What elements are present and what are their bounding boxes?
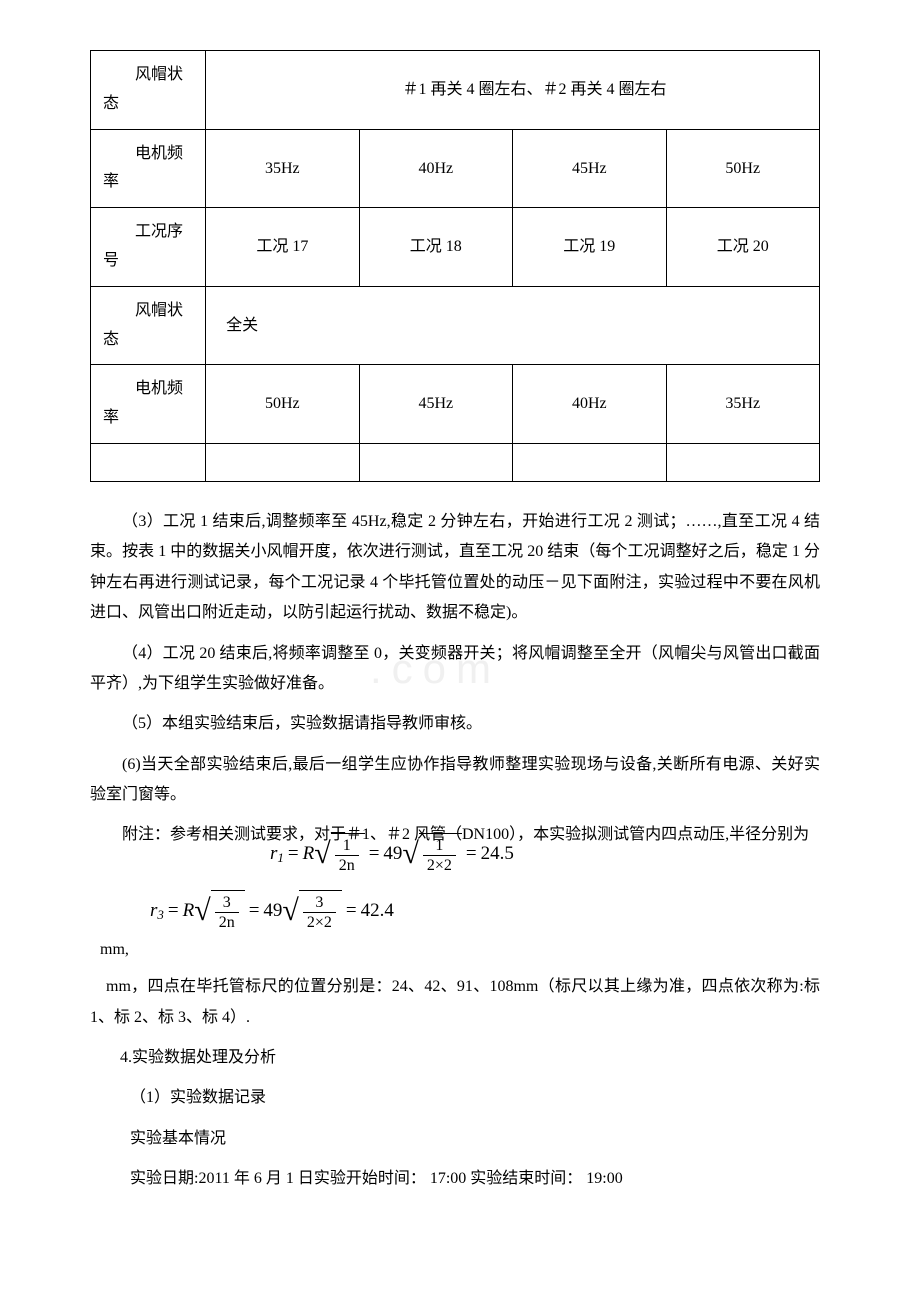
table-row: 电机频率 50Hz 45Hz 40Hz 35Hz (91, 365, 820, 444)
empty-cell (206, 443, 359, 481)
merged-cell: 全关 (206, 286, 820, 365)
sub-2: 实验基本情况 (130, 1124, 820, 1154)
f2-den2: 2×2 (303, 912, 336, 932)
paragraph-4: （4）工况 20 结束后,将频率调整至 0，关变频器开关；将风帽调整至全开（风帽… (90, 639, 820, 700)
sub-1: （1）实验数据记录 (130, 1083, 820, 1113)
mm-label-1: mm, (100, 937, 820, 963)
f2-den1: 2n (215, 912, 239, 932)
empty-cell (513, 443, 666, 481)
f1-num1: 1 (339, 836, 355, 855)
sub-3: 实验日期:2011 年 6 月 1 日实验开始时间： 17:00 实验结束时间：… (130, 1164, 820, 1194)
f1-result: 24.5 (481, 839, 514, 869)
data-cell: 40Hz (359, 129, 512, 208)
f1-sub: 1 (277, 848, 284, 869)
row-label: 工况序号 (91, 208, 206, 287)
formula-2: r3 = R √32n = 49 √32×2 = 42.4 (150, 890, 394, 932)
data-cell: 35Hz (666, 365, 820, 444)
data-cell: 工况 18 (359, 208, 512, 287)
f2-num1: 3 (219, 893, 235, 912)
f1-var: r (270, 839, 277, 869)
f2-sub: 3 (157, 905, 164, 926)
data-cell: 50Hz (666, 129, 820, 208)
section-4-heading: 4.实验数据处理及分析 (120, 1043, 820, 1073)
f1-num2: 1 (431, 836, 447, 855)
f2-R: R (183, 896, 195, 926)
f2-mid: 49 (263, 896, 282, 926)
empty-cell (91, 443, 206, 481)
formula-2-row: r3 = R √32n = 49 √32×2 = 42.4 (90, 890, 820, 932)
f2-result: 42.4 (361, 896, 394, 926)
data-cell: 45Hz (513, 129, 666, 208)
empty-cell (359, 443, 512, 481)
data-cell: 35Hz (206, 129, 359, 208)
table-row: 工况序号 工况 17 工况 18 工况 19 工况 20 (91, 208, 820, 287)
f1-R: R (303, 839, 315, 869)
row-label: 风帽状态 (91, 286, 206, 365)
data-cell: 工况 20 (666, 208, 820, 287)
table-row (91, 443, 820, 481)
merged-cell: ＃1 再关 4 圈左右、＃2 再关 4 圈左右 (206, 51, 820, 130)
row-label: 电机频率 (91, 129, 206, 208)
f1-den2: 2×2 (423, 855, 456, 875)
empty-cell (666, 443, 820, 481)
data-cell: 45Hz (359, 365, 512, 444)
table-row: 风帽状态 ＃1 再关 4 圈左右、＃2 再关 4 圈左右 (91, 51, 820, 130)
paragraph-3: （3）工况 1 结束后,调整频率至 45Hz,稳定 2 分钟左右，开始进行工况 … (90, 507, 820, 629)
row-label: 电机频率 (91, 365, 206, 444)
table-row: 风帽状态 全关 (91, 286, 820, 365)
row-label: 风帽状态 (91, 51, 206, 130)
f2-num2: 3 (311, 893, 327, 912)
paragraph-5: （5）本组实验结束后，实验数据请指导教师审核。 (90, 709, 820, 739)
experiment-table: 风帽状态 ＃1 再关 4 圈左右、＃2 再关 4 圈左右 电机频率 35Hz 4… (90, 50, 820, 482)
data-cell: 工况 19 (513, 208, 666, 287)
paragraph-6: (6)当天全部实验结束后,最后一组学生应协作指导教师整理实验现场与设备,关断所有… (90, 750, 820, 811)
data-cell: 50Hz (206, 365, 359, 444)
f1-den1: 2n (335, 855, 359, 875)
note-suffix: mm，四点在毕托管标尺的位置分别是：24、42、91、108mm（标尺以其上缘为… (90, 972, 820, 1033)
data-cell: 40Hz (513, 365, 666, 444)
table-row: 电机频率 35Hz 40Hz 45Hz 50Hz (91, 129, 820, 208)
data-cell: 工况 17 (206, 208, 359, 287)
f1-mid: 49 (383, 839, 402, 869)
